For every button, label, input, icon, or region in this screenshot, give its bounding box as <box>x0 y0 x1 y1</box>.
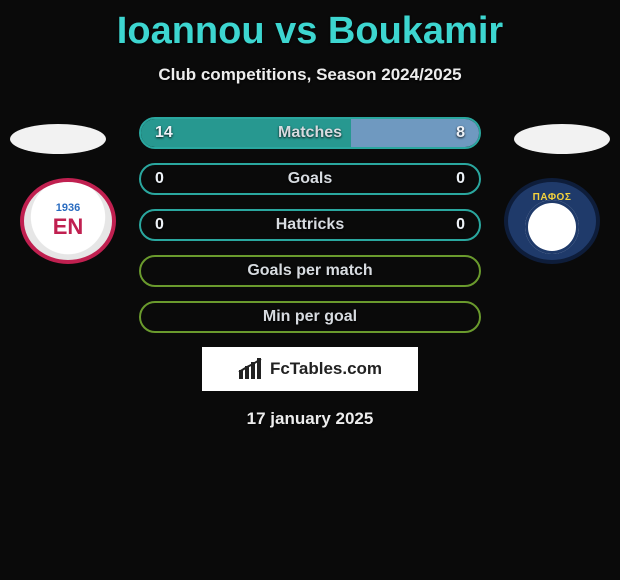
player-oval-right <box>514 124 610 154</box>
date-text: 17 january 2025 <box>0 409 620 429</box>
stat-label: Goals <box>288 170 332 188</box>
stat-value-left: 0 <box>155 216 164 234</box>
stat-value-left: 0 <box>155 170 164 188</box>
page-title: Ioannou vs Boukamir <box>0 0 620 53</box>
stat-value-left: 14 <box>155 124 173 142</box>
stat-row: Min per goal <box>139 301 481 333</box>
chart-icon <box>238 358 264 380</box>
badge-left-abbr: EN <box>53 214 84 239</box>
stat-label: Hattricks <box>276 216 344 234</box>
stat-value-right: 0 <box>456 170 465 188</box>
stat-row: Matches 14 8 <box>139 117 481 149</box>
stat-label: Matches <box>278 124 342 142</box>
stat-label: Goals per match <box>247 262 372 280</box>
stat-row: Goals per match <box>139 255 481 287</box>
subtitle: Club competitions, Season 2024/2025 <box>0 65 620 85</box>
stat-label: Min per goal <box>263 308 357 326</box>
stat-row: Goals 0 0 <box>139 163 481 195</box>
badge-left-year: 1936 <box>53 202 84 214</box>
watermark: FcTables.com <box>202 347 418 391</box>
stat-value-right: 0 <box>456 216 465 234</box>
player-oval-left <box>10 124 106 154</box>
club-badge-left: 1936 EN <box>20 178 116 264</box>
stat-row: Hattricks 0 0 <box>139 209 481 241</box>
badge-right-inner <box>525 200 579 254</box>
club-badge-right: ΠΑΦΟΣ <box>504 178 600 264</box>
stats-container: Matches 14 8 Goals 0 0 Hattricks 0 0 Goals per ma… <box>139 117 481 333</box>
watermark-text: FcTables.com <box>270 359 382 379</box>
stat-value-right: 8 <box>456 124 465 142</box>
